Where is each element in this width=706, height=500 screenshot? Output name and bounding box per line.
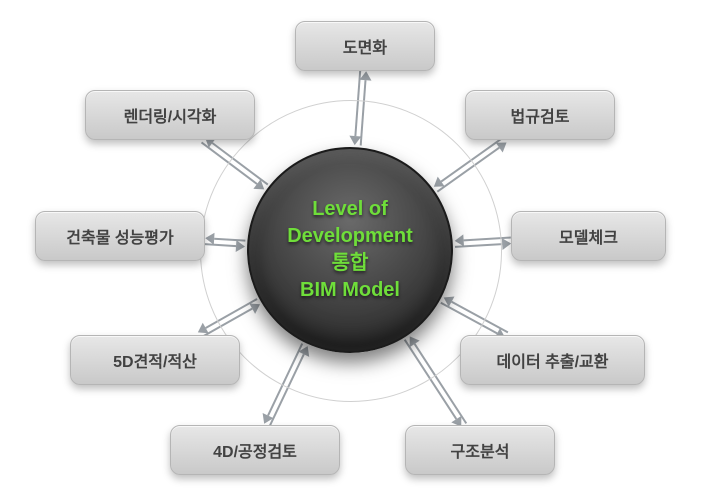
node-estimate5d: 5D견적/적산 bbox=[70, 335, 240, 385]
node-structural: 구조분석 bbox=[405, 425, 555, 475]
node-dataex: 데이터 추출/교환 bbox=[460, 335, 645, 385]
node-codecheck: 법규검토 bbox=[465, 90, 615, 140]
center-hub-label: Level ofDevelopment통합BIM Model bbox=[287, 196, 413, 304]
node-schedule4d: 4D/공정검토 bbox=[170, 425, 340, 475]
diagram-canvas: Level ofDevelopment통합BIM Model 도면화렌더링/시각… bbox=[0, 0, 706, 500]
center-hub: Level ofDevelopment통합BIM Model bbox=[247, 147, 453, 353]
node-modelcheck: 모델체크 bbox=[511, 211, 666, 261]
node-render: 렌더링/시각화 bbox=[85, 90, 255, 140]
node-drawing: 도면화 bbox=[295, 21, 435, 71]
node-perf: 건축물 성능평가 bbox=[35, 211, 205, 261]
